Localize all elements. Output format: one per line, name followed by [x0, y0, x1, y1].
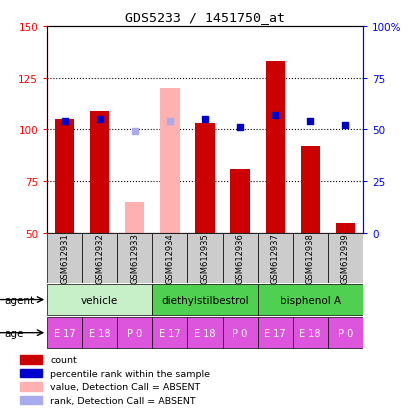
Bar: [160, 89, 179, 233]
Bar: [20, 382, 42, 391]
Bar: [117, 233, 152, 283]
Point: [131, 129, 138, 135]
Bar: [152, 318, 187, 348]
Text: percentile rank within the sample: percentile rank within the sample: [50, 369, 210, 378]
Bar: [47, 318, 82, 348]
Bar: [300, 147, 319, 233]
Bar: [117, 318, 152, 348]
Text: GSM612934: GSM612934: [165, 233, 174, 283]
Bar: [265, 62, 284, 233]
Title: GDS5233 / 1451750_at: GDS5233 / 1451750_at: [125, 11, 284, 24]
Bar: [292, 233, 327, 283]
Bar: [257, 285, 362, 315]
Text: E 17: E 17: [159, 328, 180, 338]
Text: P 0: P 0: [337, 328, 352, 338]
Text: age: age: [4, 328, 23, 338]
Bar: [230, 169, 249, 233]
Point: [201, 116, 208, 123]
Bar: [257, 233, 292, 283]
Text: GSM612936: GSM612936: [235, 233, 244, 283]
Bar: [82, 233, 117, 283]
Bar: [55, 120, 74, 233]
Text: GSM612935: GSM612935: [200, 233, 209, 283]
Point: [236, 125, 243, 131]
Bar: [20, 369, 42, 377]
Point: [271, 112, 278, 119]
Text: E 17: E 17: [54, 328, 75, 338]
Point: [306, 119, 313, 125]
Bar: [335, 223, 354, 233]
Text: GSM612938: GSM612938: [305, 233, 314, 283]
Text: diethylstilbestrol: diethylstilbestrol: [161, 295, 248, 305]
Bar: [257, 318, 292, 348]
Bar: [125, 202, 144, 233]
Point: [61, 119, 68, 125]
Text: count: count: [50, 355, 77, 364]
Bar: [292, 318, 327, 348]
Bar: [47, 285, 152, 315]
Bar: [187, 318, 222, 348]
Text: P 0: P 0: [232, 328, 247, 338]
Text: GSM612933: GSM612933: [130, 233, 139, 283]
Bar: [82, 318, 117, 348]
Point: [341, 123, 348, 129]
Bar: [47, 233, 82, 283]
Bar: [222, 233, 257, 283]
Text: E 18: E 18: [299, 328, 320, 338]
Text: E 18: E 18: [89, 328, 110, 338]
Text: bisphenol A: bisphenol A: [279, 295, 340, 305]
Text: E 17: E 17: [264, 328, 285, 338]
Text: GSM612939: GSM612939: [340, 233, 349, 283]
Bar: [20, 396, 42, 404]
Text: vehicle: vehicle: [81, 295, 118, 305]
Bar: [222, 318, 257, 348]
Point: [166, 119, 173, 125]
Bar: [90, 112, 109, 233]
Text: rank, Detection Call = ABSENT: rank, Detection Call = ABSENT: [50, 396, 196, 405]
Point: [96, 116, 103, 123]
Bar: [20, 356, 42, 364]
Bar: [152, 233, 187, 283]
Text: GSM612932: GSM612932: [95, 233, 104, 283]
Bar: [152, 285, 257, 315]
Text: GSM612931: GSM612931: [60, 233, 69, 283]
Bar: [195, 124, 214, 233]
Text: value, Detection Call = ABSENT: value, Detection Call = ABSENT: [50, 382, 200, 391]
Text: GSM612937: GSM612937: [270, 233, 279, 283]
Text: agent: agent: [4, 295, 34, 305]
Text: E 18: E 18: [194, 328, 215, 338]
Bar: [327, 318, 362, 348]
Text: P 0: P 0: [127, 328, 142, 338]
Bar: [187, 233, 222, 283]
Bar: [327, 233, 362, 283]
